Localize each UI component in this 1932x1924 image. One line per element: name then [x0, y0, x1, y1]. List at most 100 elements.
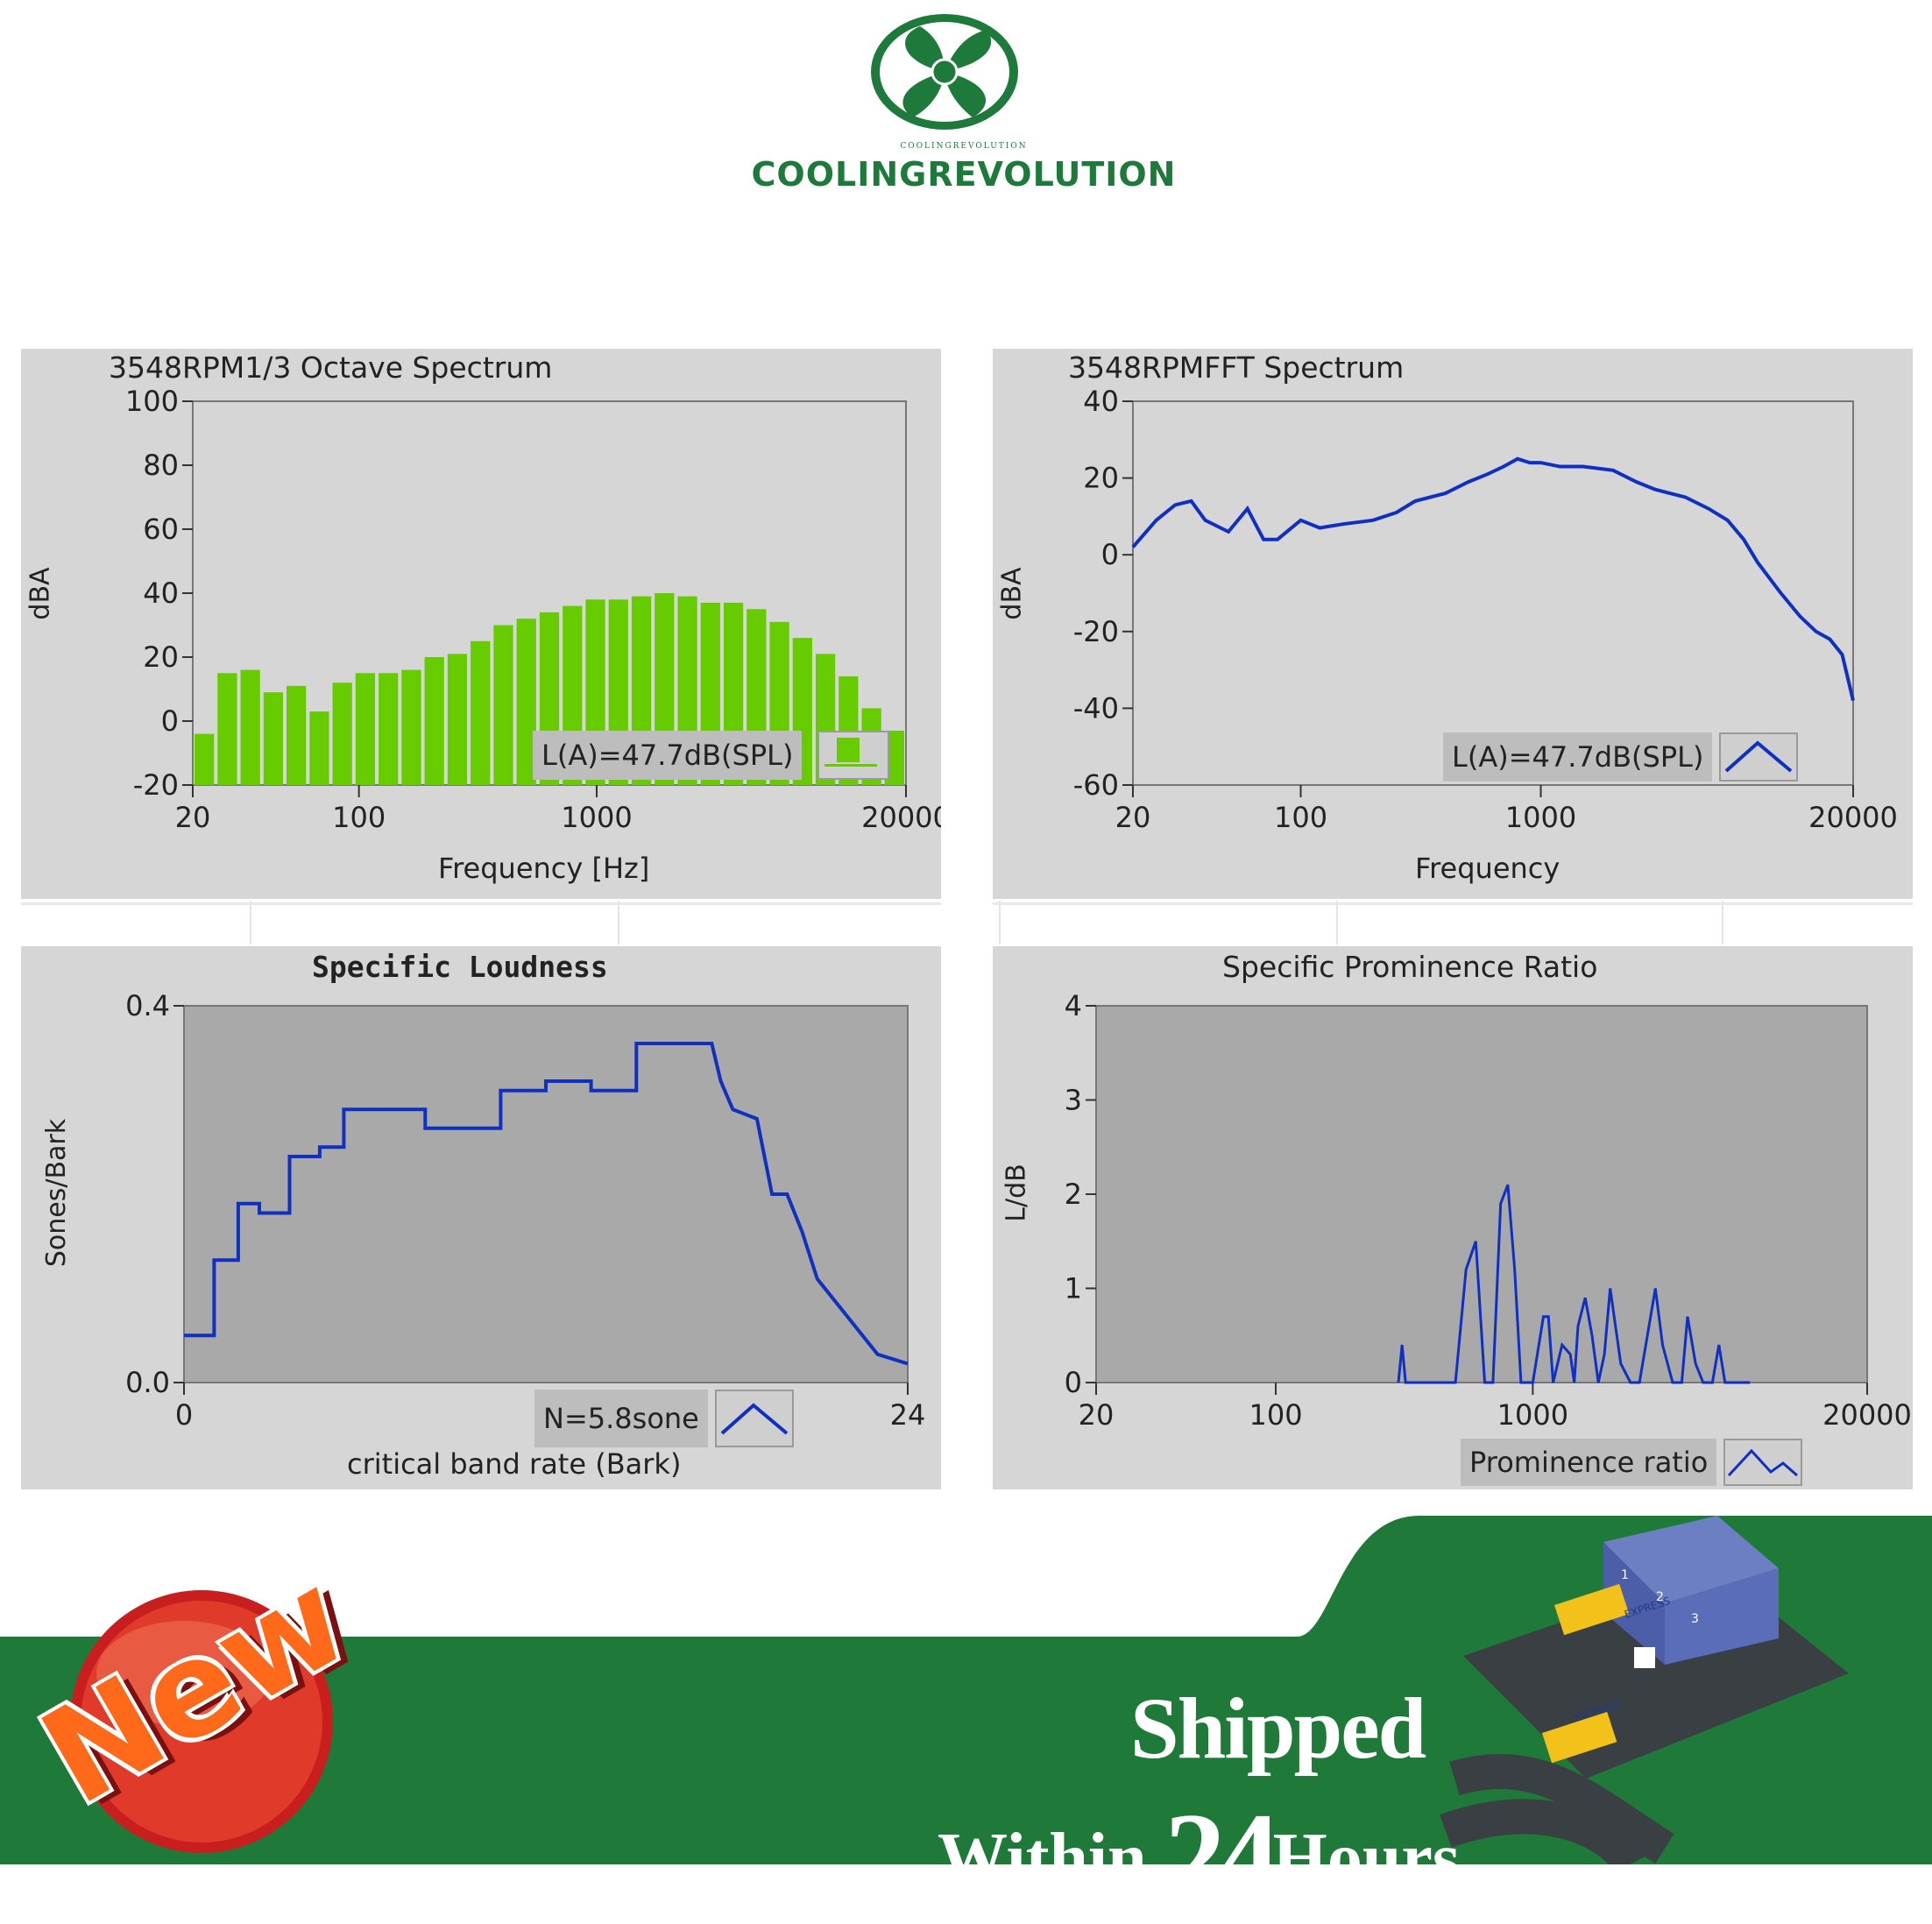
bar — [195, 733, 215, 785]
bar — [471, 640, 491, 785]
bay-number: 1 — [1621, 1568, 1629, 1582]
x-tick-label: 1000 — [561, 801, 632, 834]
chart-title: Specific Loudness — [312, 950, 608, 984]
brand-logo: COOLINGREVOLUTION COOLINGREVOLUTION — [727, 11, 1200, 195]
bar — [263, 692, 284, 785]
bar — [332, 683, 352, 785]
y-tick-label: -60 — [1073, 768, 1119, 802]
bar — [424, 657, 444, 785]
bar — [379, 673, 399, 785]
x-tick-label: 100 — [1274, 801, 1327, 834]
hours-text: Hours — [1272, 1820, 1460, 1897]
legend-swatch-bars — [817, 731, 890, 780]
legend-label: Prominence ratio — [1461, 1439, 1717, 1486]
specific-loudness-chart: 0.4 0.00 24 — [125, 989, 926, 1432]
series-line — [1131, 456, 1855, 702]
y-tick-label: -20 — [133, 768, 179, 802]
shipped-text: Shipped — [1130, 1680, 1426, 1777]
y-tick-label: 80 — [143, 449, 179, 482]
bar — [401, 669, 421, 785]
hours-number: 24 — [1164, 1788, 1280, 1924]
warehouse-illustration — [1440, 1516, 1849, 1864]
separator — [1722, 901, 1723, 944]
y-axis-label: L/dB — [1001, 1164, 1032, 1222]
y-tick-label: 0 — [161, 704, 179, 738]
chart-legend: Prominence ratio — [1461, 1439, 1803, 1486]
x-axis-label: Frequency — [1415, 852, 1560, 885]
x-tick-label: 20 — [175, 801, 211, 834]
bay-number: 2 — [1656, 1590, 1664, 1604]
bar — [355, 673, 376, 785]
fft-spectrum-panel: 40 20 0 -20 -40 -60 20 100 1000 20000 3548RPMFFT … — [993, 349, 1913, 899]
x-tick-label: 20000 — [1822, 1398, 1912, 1432]
chart-title: 3548RPMFFT Spectrum — [1068, 350, 1405, 385]
divider — [993, 902, 1913, 905]
x-tick-label: 0 — [175, 1398, 193, 1432]
y-tick-label: 1 — [1065, 1272, 1082, 1305]
y-tick-label: 100 — [125, 385, 179, 418]
prominence-ratio-chart: 4 3 2 1 020 100 1000 20000 — [1065, 989, 1912, 1432]
chart-legend: L(A)=47.7dB(SPL) — [1443, 732, 1799, 782]
x-tick-label: 20 — [1079, 1398, 1115, 1432]
legend-label: N=5.8sone — [534, 1390, 708, 1447]
y-tick-label: 20 — [1083, 462, 1119, 495]
x-tick-label: 1000 — [1505, 801, 1576, 834]
bay-number: 3 — [1691, 1612, 1699, 1626]
legend-label: L(A)=47.7dB(SPL) — [1443, 732, 1713, 782]
new-badge-circle — [70, 1590, 333, 1853]
bar — [217, 673, 237, 785]
x-tick-label: 20 — [1115, 801, 1151, 834]
legend-swatch-line — [714, 1390, 794, 1447]
within-text: Within — [938, 1820, 1147, 1897]
shipping-time: Within 24Hours — [938, 1770, 1460, 1924]
y-tick-label: 0 — [1101, 538, 1119, 571]
fan-icon — [871, 14, 1018, 130]
y-axis-label: dBA — [996, 567, 1028, 620]
prominence-ratio-panel: 4 3 2 1 0 20 100 1000 20000 Specific Prominence … — [993, 946, 1913, 1489]
bar — [309, 711, 329, 785]
bar — [287, 685, 307, 785]
divider — [21, 902, 941, 905]
promo-banner — [0, 1516, 1932, 1864]
plot-area — [183, 1005, 909, 1383]
separator — [1336, 901, 1338, 944]
brand-small-text: COOLINGREVOLUTION — [900, 142, 1028, 151]
legend-label: L(A)=47.7dB(SPL) — [533, 731, 803, 780]
series-line — [184, 1042, 909, 1366]
y-tick-label: 20 — [143, 640, 179, 674]
y-tick-label: 3 — [1065, 1084, 1082, 1117]
y-tick-label: 40 — [143, 576, 179, 610]
y-tick-label: 0.4 — [125, 989, 170, 1022]
y-tick-label: 2 — [1065, 1178, 1082, 1211]
x-tick-label: 100 — [332, 801, 386, 834]
chart-legend: N=5.8sone — [534, 1390, 794, 1447]
x-axis-label: critical band rate (Bark) — [347, 1447, 682, 1481]
y-tick-label: 0.0 — [125, 1366, 170, 1399]
x-tick-label: 24 — [890, 1398, 926, 1432]
y-tick-label: -40 — [1073, 691, 1119, 725]
y-tick-label: -20 — [1073, 615, 1119, 648]
y-axis-label: Sones/Bark — [41, 1118, 73, 1268]
separator — [250, 901, 251, 944]
specific-loudness-panel: 0.4 0.0 0 24 Specific Loudness Sones/Bark c… — [21, 946, 941, 1489]
x-axis-label: Frequency [Hz] — [438, 852, 650, 885]
bar — [240, 669, 260, 785]
y-axis-label: dBA — [25, 567, 56, 620]
bar — [493, 625, 513, 785]
separator — [618, 901, 619, 944]
series-line — [1397, 1184, 1751, 1384]
y-tick-label: 0 — [1065, 1366, 1082, 1399]
brand-name: COOLINGREVOLUTION — [751, 155, 1177, 194]
x-tick-label: 20000 — [861, 801, 941, 834]
chart-legend: L(A)=47.7dB(SPL) — [533, 731, 890, 780]
separator — [999, 901, 1001, 944]
plot-area — [1132, 400, 1854, 786]
y-tick-label: 60 — [143, 513, 179, 546]
x-tick-label: 1000 — [1497, 1398, 1568, 1432]
bar — [516, 619, 536, 785]
chart-title: 3548RPM1/3 Octave Spectrum — [109, 350, 553, 385]
y-tick-label: 40 — [1083, 385, 1119, 418]
